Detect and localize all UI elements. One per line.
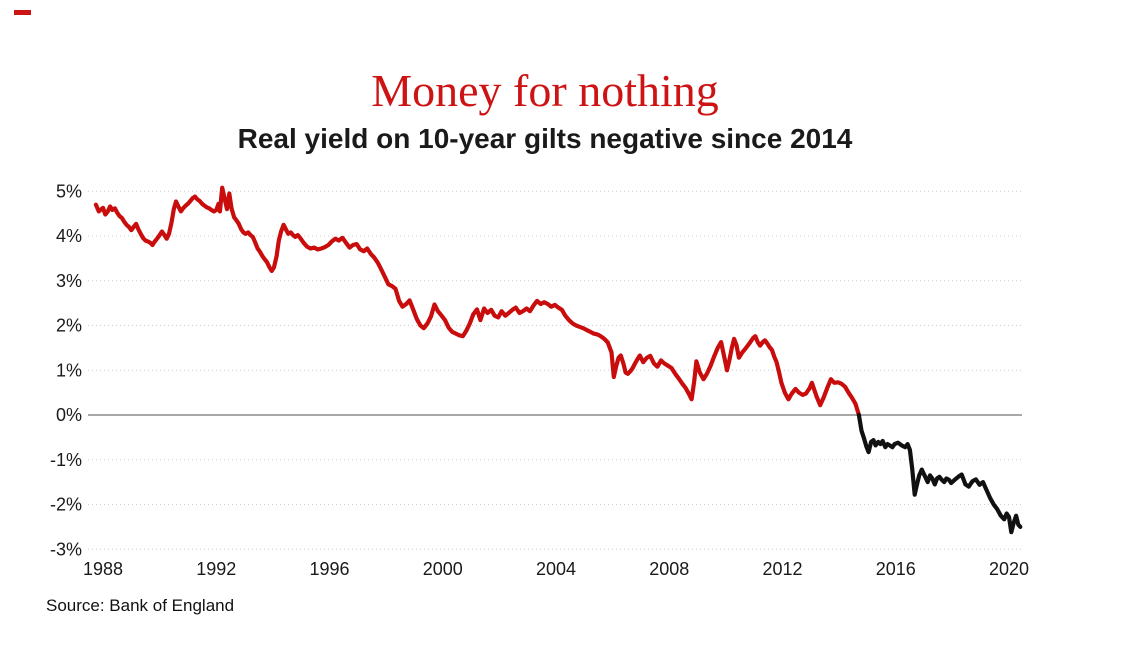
accent-dash bbox=[14, 10, 31, 15]
x-tick-label: 2020 bbox=[989, 559, 1029, 579]
x-tick-label: 2000 bbox=[423, 559, 463, 579]
y-tick-label: 3% bbox=[56, 271, 82, 291]
y-tick-label: -1% bbox=[50, 450, 82, 470]
x-tick-label: 2004 bbox=[536, 559, 576, 579]
chart-subtitle: Real yield on 10-year gilts negative sin… bbox=[237, 123, 853, 154]
y-tick-label: 1% bbox=[56, 360, 82, 380]
x-tick-label: 2012 bbox=[762, 559, 802, 579]
yield-line-positive bbox=[93, 185, 862, 418]
x-tick-label: 1996 bbox=[309, 559, 349, 579]
x-tick-label: 1992 bbox=[196, 559, 236, 579]
yield-line-negative bbox=[856, 412, 1023, 535]
x-tick-label: 2016 bbox=[876, 559, 916, 579]
y-tick-label: -2% bbox=[50, 495, 82, 515]
y-tick-label: -3% bbox=[50, 539, 82, 559]
source-note: Source: Bank of England bbox=[46, 596, 235, 615]
y-tick-label: 4% bbox=[56, 226, 82, 246]
x-tick-label: 1988 bbox=[83, 559, 123, 579]
y-tick-label: 0% bbox=[56, 405, 82, 425]
y-tick-label: 5% bbox=[56, 181, 82, 201]
y-tick-label: 2% bbox=[56, 316, 82, 336]
x-tick-label: 2008 bbox=[649, 559, 689, 579]
chart-title: Money for nothing bbox=[371, 65, 719, 116]
